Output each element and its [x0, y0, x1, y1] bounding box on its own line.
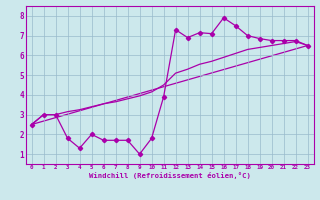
X-axis label: Windchill (Refroidissement éolien,°C): Windchill (Refroidissement éolien,°C) [89, 172, 251, 179]
